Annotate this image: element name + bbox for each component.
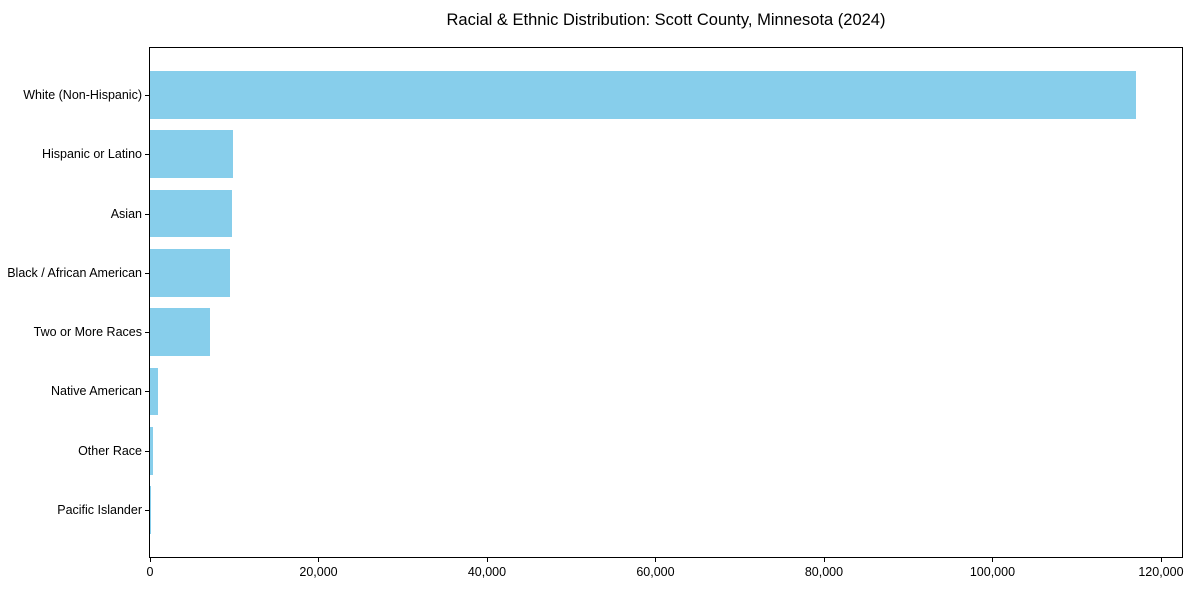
- x-tick-label: 60,000: [636, 565, 675, 579]
- x-tick-mark: [1160, 558, 1162, 562]
- x-tick-label: 0: [146, 565, 154, 579]
- x-tick-label: 100,000: [969, 565, 1016, 579]
- y-axis-label: Other Race: [78, 443, 142, 458]
- bar-white-non-hispanic: [150, 71, 1136, 119]
- chart-title: Racial & Ethnic Distribution: Scott Coun…: [446, 11, 886, 29]
- bar-asian: [150, 189, 232, 238]
- y-tick-mark: [145, 154, 149, 156]
- bar-two-or-more-races: [150, 308, 210, 356]
- y-tick-mark: [145, 391, 149, 393]
- x-tick-label: 120,000: [1138, 565, 1184, 579]
- x-tick-mark: [318, 558, 320, 562]
- y-axis-label: Hispanic or Latino: [41, 147, 142, 162]
- y-tick-mark: [145, 450, 149, 452]
- y-tick-mark: [145, 332, 149, 334]
- y-axis-label: White (Non-Hispanic): [23, 87, 142, 102]
- y-tick-mark: [145, 213, 149, 215]
- x-tick-label: 80,000: [804, 565, 844, 579]
- y-tick-mark: [145, 510, 149, 512]
- x-tick-mark: [992, 558, 994, 562]
- x-tick-mark: [486, 558, 488, 562]
- x-tick-mark: [655, 558, 657, 562]
- bar-pacific-islander: [150, 486, 151, 534]
- y-axis-label: Native American: [50, 384, 142, 399]
- bar-hispanic-or-latino: [150, 130, 233, 178]
- y-axis-label: Pacific Islander: [57, 503, 142, 518]
- bar-black-african-american: [150, 249, 231, 297]
- y-axis-label: Two or More Races: [33, 325, 142, 340]
- y-tick-mark: [145, 272, 149, 274]
- bar-other-race: [150, 427, 154, 475]
- y-tick-mark: [145, 94, 149, 96]
- plot-area: [149, 47, 1183, 558]
- x-tick-mark: [823, 558, 825, 562]
- y-axis-label: Black / African American: [7, 265, 142, 280]
- x-tick-label: 20,000: [299, 565, 338, 579]
- y-axis-label: Asian: [110, 206, 142, 221]
- bar-native-american: [150, 367, 158, 416]
- x-tick-mark: [150, 558, 151, 562]
- x-tick-label: 40,000: [467, 565, 507, 579]
